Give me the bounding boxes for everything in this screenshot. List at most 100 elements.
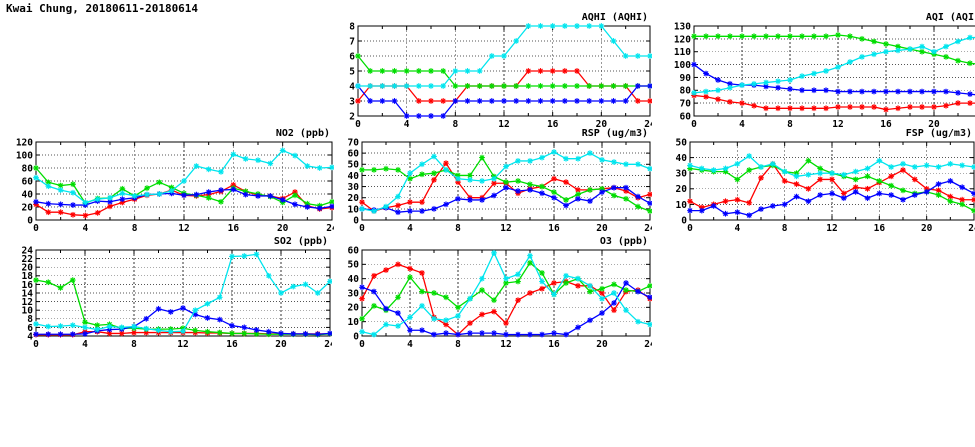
svg-text:20: 20 [348,303,360,314]
svg-text:110: 110 [674,47,691,58]
svg-text:4: 4 [27,331,33,342]
svg-text:60: 60 [680,111,692,122]
plot-fsp: 0 10 20 30 40 50 0 4 8 12 16 20 24 [676,138,975,234]
svg-text:12: 12 [22,297,33,308]
svg-text:18: 18 [22,271,34,282]
svg-text:8: 8 [452,119,458,130]
panel-o3: O3 (ppb) 0 10 20 30 40 50 60 0 4 8 12 16 20 24 [344,236,652,350]
plot-no2: 0 20 40 60 80 100 120 0 4 8 12 16 20 24 [16,138,334,234]
svg-text:20: 20 [596,223,608,234]
svg-text:16: 16 [228,223,240,234]
svg-text:80: 80 [22,163,34,174]
svg-text:90: 90 [680,73,692,84]
svg-text:30: 30 [676,169,688,180]
svg-text:16: 16 [874,223,886,234]
svg-text:50: 50 [676,138,688,148]
svg-text:12: 12 [500,339,511,350]
svg-text:0: 0 [33,339,39,350]
svg-text:16: 16 [548,223,560,234]
svg-text:4: 4 [407,223,413,234]
panel-aqi-label: AQI (AQI) [925,12,975,23]
svg-text:5: 5 [349,66,355,77]
svg-text:0: 0 [33,223,39,234]
panel-aqhi-label: AQHI (AQHI) [581,12,648,23]
svg-text:10: 10 [348,317,360,328]
svg-text:0: 0 [353,331,359,342]
svg-text:24: 24 [22,246,34,256]
svg-text:8: 8 [27,314,33,325]
svg-text:16: 16 [548,339,560,350]
plot-so2: 468101214161820222404812162024 [22,246,332,350]
svg-text:4: 4 [82,223,88,234]
svg-text:4: 4 [82,339,88,350]
svg-text:8: 8 [131,339,137,350]
plot-aqhi: 2 3 4 5 6 7 8 0 4 8 12 16 20 24 [349,22,652,130]
svg-text:7: 7 [349,36,355,47]
svg-text:12: 12 [500,223,511,234]
panel-rsp: RSP (ug/m3) 01020304050607004812162024 [344,128,652,234]
svg-text:40: 40 [676,153,688,164]
svg-text:3: 3 [349,96,355,107]
svg-text:100: 100 [16,150,33,161]
svg-text:12: 12 [177,339,188,350]
svg-text:10: 10 [676,200,688,211]
plot-o3: 0 10 20 30 40 50 60 0 4 8 12 16 20 24 [348,246,652,350]
svg-text:40: 40 [348,274,360,285]
svg-text:14: 14 [22,288,34,299]
svg-text:0: 0 [687,223,693,234]
svg-text:60: 60 [348,149,360,160]
svg-text:10: 10 [22,306,34,317]
svg-text:16: 16 [226,339,238,350]
svg-text:30: 30 [348,182,360,193]
svg-text:24: 24 [644,339,652,350]
panel-so2-label: SO2 (ppb) [273,236,328,247]
svg-text:0: 0 [359,339,365,350]
svg-text:20: 20 [22,202,34,213]
svg-text:8: 8 [455,223,461,234]
svg-text:100: 100 [674,60,691,71]
svg-text:16: 16 [22,280,34,291]
svg-text:24: 24 [644,223,652,234]
svg-text:22: 22 [22,254,33,265]
svg-text:60: 60 [22,176,34,187]
svg-text:8: 8 [132,223,138,234]
svg-text:4: 4 [404,119,410,130]
panel-no2-label: NO2 (ppb) [275,128,330,139]
svg-text:0: 0 [359,223,365,234]
svg-text:0: 0 [355,119,361,130]
svg-text:4: 4 [349,81,355,92]
panel-fsp: FSP (ug/m3) 0 10 20 30 40 50 0 4 8 12 16 20 24 [672,128,975,234]
svg-text:0: 0 [681,215,687,226]
panel-so2: SO2 (ppb) 468101214161820222404812162024 [14,236,332,350]
panel-o3-label: O3 (ppb) [599,236,648,247]
svg-text:2: 2 [349,111,355,122]
svg-text:24: 24 [644,119,652,130]
panel-rsp-label: RSP (ug/m3) [581,128,648,139]
svg-text:24: 24 [968,223,975,234]
svg-text:8: 8 [455,339,461,350]
svg-text:50: 50 [348,160,360,171]
svg-text:8: 8 [349,22,355,32]
svg-text:40: 40 [348,171,360,182]
svg-text:8: 8 [782,223,788,234]
svg-text:120: 120 [674,34,691,45]
svg-text:50: 50 [348,260,360,271]
svg-text:0: 0 [353,215,359,226]
svg-text:20: 20 [277,223,289,234]
svg-text:120: 120 [16,138,33,148]
svg-text:24: 24 [324,339,332,350]
svg-text:12: 12 [832,119,843,130]
svg-text:12: 12 [826,223,837,234]
svg-text:16: 16 [547,119,559,130]
svg-text:16: 16 [880,119,892,130]
svg-text:40: 40 [22,189,34,200]
svg-text:60: 60 [348,246,360,256]
svg-text:20: 20 [921,223,933,234]
svg-text:70: 70 [680,99,692,110]
svg-text:30: 30 [348,288,360,299]
svg-text:6: 6 [349,51,355,62]
svg-text:8: 8 [787,119,793,130]
svg-text:6: 6 [27,323,33,334]
svg-text:12: 12 [178,223,189,234]
svg-text:4: 4 [734,223,740,234]
